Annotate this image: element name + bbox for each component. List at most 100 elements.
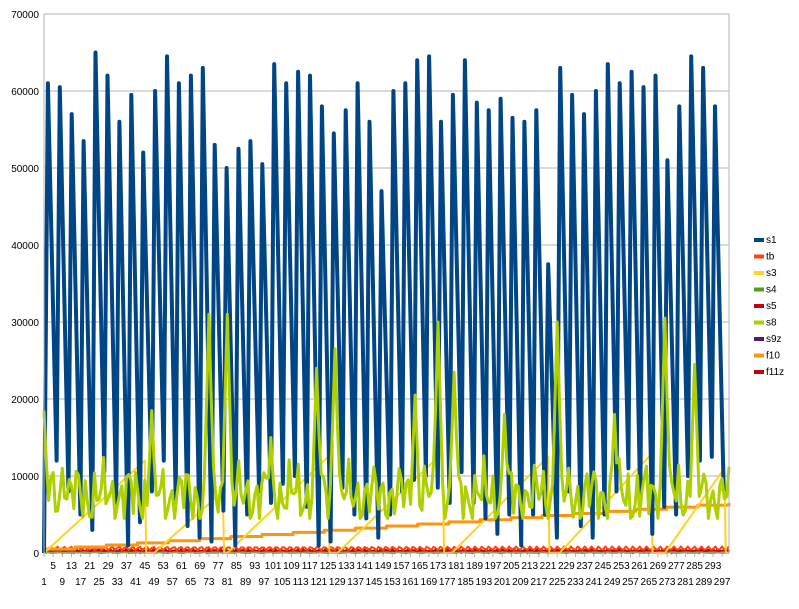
x-tick-label: 165 (411, 561, 428, 572)
x-tick-label: 49 (148, 577, 160, 588)
legend-swatch-s4 (754, 287, 764, 292)
x-tick-label: 65 (185, 577, 197, 588)
x-tick-label: 145 (366, 577, 383, 588)
x-tick-label: 121 (311, 577, 328, 588)
x-tick-label: 141 (356, 561, 373, 572)
x-tick-label: 265 (640, 577, 657, 588)
x-tick-label: 13 (66, 561, 78, 572)
x-tick-label: 97 (258, 577, 270, 588)
x-tick-label: 81 (222, 577, 234, 588)
x-tick-label: 29 (103, 561, 115, 572)
x-tick-label: 205 (503, 561, 520, 572)
x-tick-label: 25 (93, 577, 105, 588)
legend-swatch-s9z (754, 337, 764, 341)
y-tick-label: 70000 (11, 10, 39, 21)
series-line-s1 (42, 50, 726, 554)
x-tick-label: 297 (714, 577, 731, 588)
x-tick-label: 293 (705, 561, 722, 572)
x-tick-label: 37 (121, 561, 133, 572)
legend-label-s4: s4 (766, 285, 777, 296)
y-axis-ticks: 0 10000 20000 30000 40000 50000 60000 70000 (11, 10, 39, 560)
x-tick-label: 257 (622, 577, 639, 588)
x-tick-label: 117 (302, 561, 318, 572)
series-line-f10 (44, 502, 731, 551)
y-tick-label: 50000 (11, 164, 39, 175)
x-tick-label: 9 (60, 577, 66, 588)
x-tick-label: 273 (659, 577, 676, 588)
x-tick-label: 153 (384, 577, 401, 588)
x-tick-label: 269 (650, 561, 667, 572)
x-tick-label: 113 (293, 577, 309, 588)
x-tick-label: 57 (167, 577, 179, 588)
x-tick-label: 77 (213, 561, 225, 572)
x-tick-label: 289 (695, 577, 712, 588)
x-tick-label: 241 (585, 577, 602, 588)
y-tick-label: 60000 (11, 87, 39, 98)
x-tick-label: 137 (347, 577, 364, 588)
legend-label-s5: s5 (766, 301, 777, 312)
legend-label-tb: tb (766, 252, 775, 263)
legend-swatch-s3 (754, 271, 764, 275)
x-tick-label: 197 (485, 561, 502, 572)
legend-label-f11z: f11z (766, 367, 784, 378)
x-tick-label: 73 (203, 577, 215, 588)
x-tick-label: 221 (540, 561, 557, 572)
x-tick-label: 109 (283, 561, 300, 572)
series-line-s8 (42, 312, 731, 520)
legend-swatch-s8 (754, 320, 764, 325)
plot-frame (43, 13, 730, 554)
x-tick-label: 229 (558, 561, 575, 572)
x-tick-label: 169 (421, 577, 438, 588)
legend-label-s1: s1 (766, 235, 777, 246)
x-tick-label: 281 (677, 577, 694, 588)
x-tick-label: 245 (595, 561, 612, 572)
x-tick-label: 181 (448, 561, 465, 572)
x-tick-label: 193 (476, 577, 493, 588)
x-tick-label: 17 (75, 577, 87, 588)
y-tick-label: 0 (33, 549, 39, 560)
x-tick-label: 261 (631, 561, 648, 572)
x-tick-label: 201 (494, 577, 511, 588)
legend-swatch-tb (754, 254, 764, 259)
legend-swatch-f11z (754, 370, 764, 374)
x-tick-label: 157 (393, 561, 410, 572)
legend-swatch-f10 (754, 353, 764, 358)
x-tick-label: 129 (329, 577, 346, 588)
x-tick-label: 149 (375, 561, 392, 572)
x-tick-label: 45 (139, 561, 151, 572)
x-tick-label: 217 (531, 577, 548, 588)
x-tick-label: 101 (265, 561, 282, 572)
x-tick-label: 41 (130, 577, 142, 588)
x-tick-label: 61 (176, 561, 188, 572)
x-tick-label: 89 (240, 577, 252, 588)
legend-swatch-s5 (754, 304, 764, 308)
x-tick-label: 69 (194, 561, 206, 572)
legend-label-f10: f10 (766, 351, 780, 362)
x-tick-label: 1 (41, 577, 47, 588)
legend: s1 tb s3 s4 s5 s8 s9z f10 f11z (754, 235, 784, 378)
x-tick-label: 85 (231, 561, 243, 572)
x-tick-label: 185 (457, 577, 474, 588)
x-tick-label: 5 (50, 561, 56, 572)
x-tick-label: 237 (576, 561, 593, 572)
x-tick-label: 161 (402, 577, 419, 588)
x-tick-label: 177 (439, 577, 456, 588)
legend-swatch-s1 (754, 238, 764, 242)
x-tick-label: 21 (84, 561, 96, 572)
y-tick-label: 30000 (11, 318, 39, 329)
x-tick-label: 233 (567, 577, 584, 588)
x-tick-label: 249 (604, 577, 621, 588)
legend-label-s3: s3 (766, 268, 777, 279)
x-tick-label: 33 (112, 577, 124, 588)
x-tick-label: 133 (338, 561, 355, 572)
x-tick-label: 125 (320, 561, 337, 572)
x-tick-label: 105 (274, 577, 291, 588)
x-tick-label: 209 (512, 577, 529, 588)
legend-label-s8: s8 (766, 318, 777, 329)
x-tick-label: 93 (249, 561, 261, 572)
x-tick-label: 277 (668, 561, 685, 572)
x-tick-label: 173 (430, 561, 447, 572)
x-tick-label: 253 (613, 561, 630, 572)
